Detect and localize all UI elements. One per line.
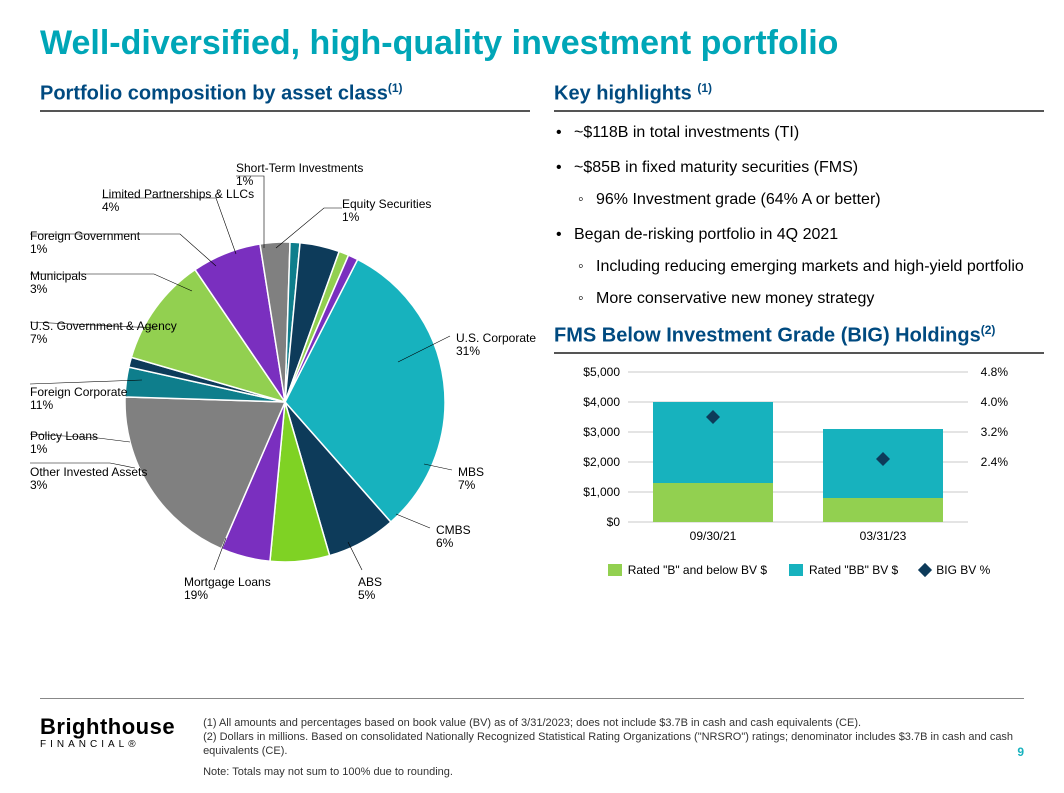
content-columns: Portfolio composition by asset class(1) … bbox=[40, 81, 1024, 622]
svg-text:$4,000: $4,000 bbox=[583, 395, 620, 409]
pie-slice-label: Foreign Corporate11% bbox=[30, 386, 127, 412]
brand-sub: FINANCIAL® bbox=[40, 740, 175, 750]
highlights-list: ~$118B in total investments (TI) ~$85B in… bbox=[554, 122, 1044, 310]
legend-item: BIG BV % bbox=[920, 563, 990, 577]
svg-text:4.0%: 4.0% bbox=[981, 395, 1009, 409]
brand-logo: Brighthouse FINANCIAL® bbox=[40, 716, 175, 750]
highlight-item: Began de-risking portfolio in 4Q 2021Inc… bbox=[554, 224, 1044, 309]
pie-slice-label: Foreign Government1% bbox=[30, 230, 140, 256]
bar-title-text: FMS Below Investment Grade (BIG) Holding… bbox=[554, 325, 981, 347]
svg-text:3.2%: 3.2% bbox=[981, 425, 1009, 439]
pie-slice-label: Municipals3% bbox=[30, 270, 87, 296]
highlight-subitem: More conservative new money strategy bbox=[574, 288, 1044, 310]
pie-slice-label: CMBS6% bbox=[436, 524, 471, 550]
highlights-title: Key highlights (1) bbox=[554, 81, 1044, 112]
svg-text:$1,000: $1,000 bbox=[583, 485, 620, 499]
highlight-subitem: 96% Investment grade (64% A or better) bbox=[574, 189, 1044, 211]
highlights-title-sup: (1) bbox=[697, 81, 712, 95]
pie-slice-label: U.S. Government & Agency7% bbox=[30, 320, 177, 346]
svg-text:09/30/21: 09/30/21 bbox=[690, 529, 737, 543]
svg-text:$0: $0 bbox=[607, 515, 621, 529]
legend-item: Rated "B" and below BV $ bbox=[608, 563, 767, 577]
pie-title-text: Portfolio composition by asset class bbox=[40, 83, 388, 105]
bar-section-title: FMS Below Investment Grade (BIG) Holding… bbox=[554, 323, 1044, 354]
pie-slice-label: Mortgage Loans19% bbox=[184, 576, 271, 602]
svg-text:2.4%: 2.4% bbox=[981, 455, 1009, 469]
svg-text:$3,000: $3,000 bbox=[583, 425, 620, 439]
legend-item: Rated "BB" BV $ bbox=[789, 563, 898, 577]
highlights-title-text: Key highlights bbox=[554, 83, 697, 105]
highlight-item: ~$118B in total investments (TI) bbox=[554, 122, 1044, 144]
pie-chart: U.S. Corporate31%MBS7%CMBS6%ABS5%Mortgag… bbox=[40, 122, 530, 622]
svg-text:$2,000: $2,000 bbox=[583, 455, 620, 469]
footnote-note: Note: Totals may not sum to 100% due to … bbox=[203, 765, 1024, 779]
right-column: Key highlights (1) ~$118B in total inves… bbox=[554, 81, 1044, 622]
bar-segment bbox=[823, 498, 943, 522]
footer: Brighthouse FINANCIAL® (1) All amounts a… bbox=[40, 716, 1024, 779]
pie-slice-label: Short-Term Investments1% bbox=[236, 162, 363, 188]
pie-slice-label: ABS5% bbox=[358, 576, 382, 602]
highlight-subitem: Including reducing emerging markets and … bbox=[574, 256, 1044, 278]
footnote-2: (2) Dollars in millions. Based on consol… bbox=[203, 730, 1024, 759]
svg-text:4.8%: 4.8% bbox=[981, 365, 1009, 379]
pie-section-title: Portfolio composition by asset class(1) bbox=[40, 81, 530, 112]
pie-title-sup: (1) bbox=[388, 81, 403, 95]
footer-divider bbox=[40, 698, 1024, 699]
highlight-item: ~$85B in fixed maturity securities (FMS)… bbox=[554, 157, 1044, 210]
bar-title-sup: (2) bbox=[981, 323, 996, 337]
footnote-1: (1) All amounts and percentages based on… bbox=[203, 716, 1024, 730]
bar-legend: Rated "B" and below BV $ Rated "BB" BV $ B… bbox=[554, 559, 1044, 577]
slide-title: Well-diversified, high-quality investmen… bbox=[40, 24, 1024, 63]
bar-chart: $0 $1,000 $2,000 $3,000 $4,000 $5,000 4.8% 4.0%… bbox=[554, 364, 1044, 594]
bar-segment bbox=[653, 483, 773, 522]
pie-slice-label: MBS7% bbox=[458, 466, 484, 492]
brand-name: Brighthouse bbox=[40, 716, 175, 738]
pie-slice-label: U.S. Corporate31% bbox=[456, 332, 536, 358]
svg-text:$5,000: $5,000 bbox=[583, 365, 620, 379]
pie-slice-label: Equity Securities1% bbox=[342, 198, 431, 224]
pie-slice-label: Limited Partnerships & LLCs4% bbox=[102, 188, 254, 214]
page-number: 9 bbox=[1017, 745, 1024, 759]
pie-slice-label: Other Invested Assets3% bbox=[30, 466, 147, 492]
pie-slice-label: Policy Loans1% bbox=[30, 430, 98, 456]
left-column: Portfolio composition by asset class(1) … bbox=[40, 81, 530, 622]
svg-text:03/31/23: 03/31/23 bbox=[860, 529, 907, 543]
footnotes: (1) All amounts and percentages based on… bbox=[203, 716, 1024, 779]
